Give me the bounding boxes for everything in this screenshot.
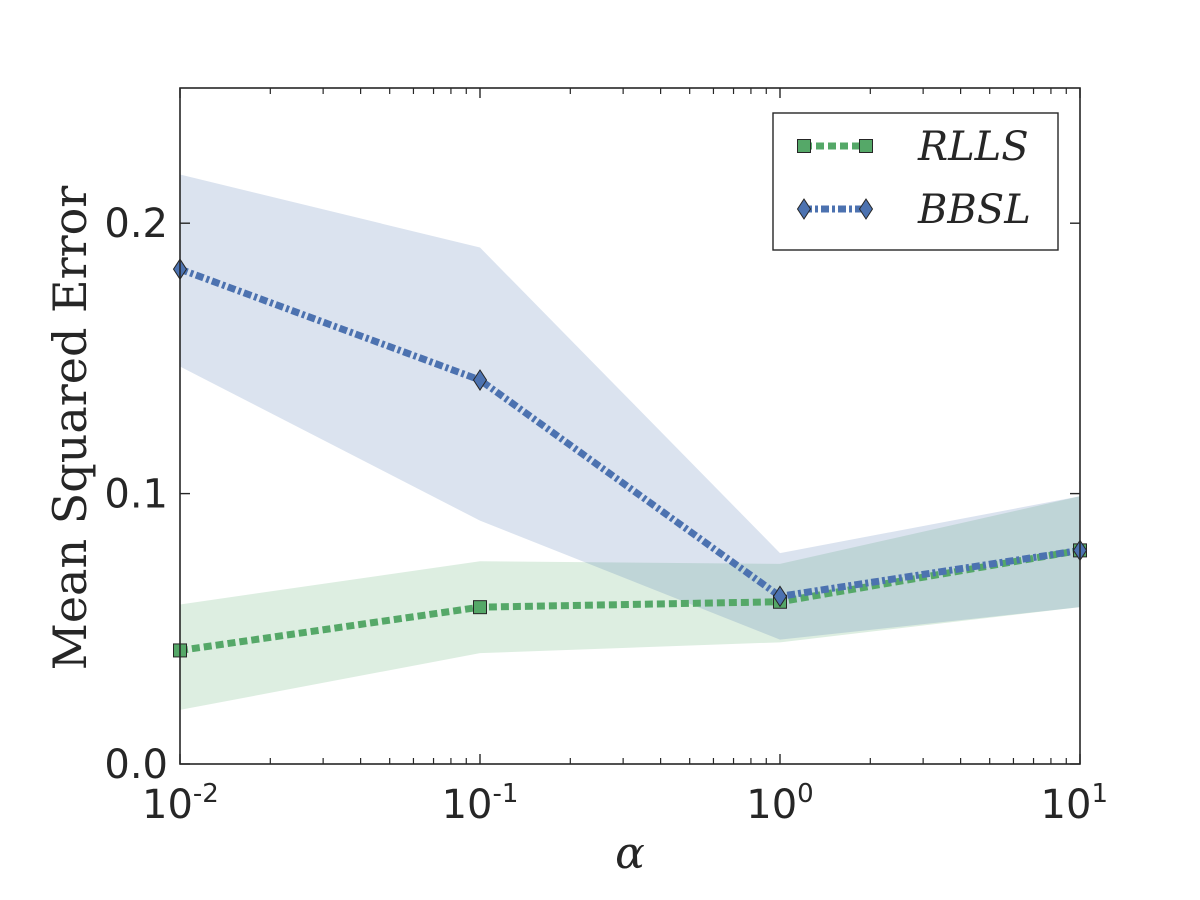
y-tick-label: 0.2: [104, 201, 168, 247]
legend-label: BBSL: [917, 187, 1031, 233]
legend-entry-rlls: RLLS: [797, 124, 1029, 170]
legend-swatch-marker: [859, 139, 873, 153]
bbsl-point: [772, 585, 788, 608]
y-tick-label: 0.0: [104, 742, 168, 788]
legend-entry-bbsl: BBSL: [796, 187, 1031, 233]
bbsl-point: [472, 369, 488, 391]
x-tick-label: 10-2: [142, 779, 219, 828]
axis-ticks: [179, 88, 1081, 765]
y-axis-title: Mean Squared Error: [43, 186, 97, 671]
x-tick-label: 100: [746, 779, 813, 828]
x-axis-title: α: [615, 828, 645, 879]
y-tick-labels: 0.0 0.1 0.2: [104, 201, 168, 788]
rlls-line: [179, 546, 1081, 654]
legend-swatch-marker: [796, 198, 812, 220]
rlls-point: [473, 600, 487, 615]
legend-swatch-marker: [797, 139, 811, 153]
y-tick-label: 0.1: [104, 472, 168, 518]
bbsl-band: [180, 174, 1080, 640]
x-tick-label: 101: [1041, 779, 1108, 828]
legend-box: [772, 112, 1059, 251]
legend-label: RLLS: [917, 124, 1029, 170]
plot-frame: [179, 87, 1081, 765]
rlls-band: [180, 496, 1080, 710]
x-tick-label: 10-1: [442, 779, 519, 828]
legend-swatch-marker: [858, 198, 874, 220]
series-lines: [178, 265, 1081, 654]
legend: RLLS BBSL: [772, 112, 1059, 251]
confidence-bands: [180, 174, 1080, 710]
x-tick-labels: 10-2 10-1 100 101: [142, 779, 1108, 828]
bbsl-line: [178, 265, 1081, 601]
